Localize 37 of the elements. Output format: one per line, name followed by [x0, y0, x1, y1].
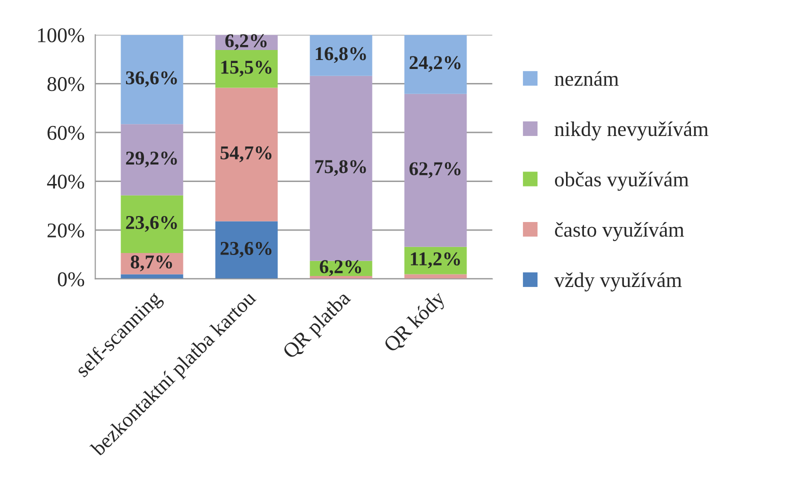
bar [120, 195, 184, 254]
data-label: 6,2% [225, 34, 267, 50]
data-label: 23,6% [220, 242, 272, 258]
data-label: 23,6% [126, 216, 177, 232]
legend-label: občas využívám [554, 172, 689, 191]
y-tick-label: 60% [48, 126, 84, 140]
bar [215, 221, 278, 279]
data-label: 11,2% [410, 252, 460, 268]
legend-label: neznám [554, 71, 619, 86]
data-label: 36,6% [126, 71, 177, 88]
y-tick-label: 80% [47, 77, 84, 92]
data-label: 62,7% [409, 162, 460, 178]
bar [120, 124, 184, 196]
data-label: 15,5% [221, 60, 272, 77]
y-tick-label: 100% [38, 28, 84, 42]
bar [120, 274, 184, 279]
legend-label: nikdy nevyužívám [554, 121, 708, 140]
data-label: 54,7% [220, 146, 272, 162]
data-label: 29,2% [126, 152, 177, 168]
data-label: 8,7% [130, 255, 172, 272]
bar [310, 76, 372, 261]
bar [404, 34, 467, 94]
bar [215, 50, 278, 88]
data-label: 24,2% [410, 56, 460, 72]
bar [310, 34, 372, 76]
bar [404, 94, 467, 247]
y-tick-label: 20% [48, 223, 84, 238]
legend-label: často využívám [554, 222, 684, 242]
data-label: 75,8% [315, 160, 366, 176]
y-tick-label: 0% [58, 272, 84, 286]
legend-label: vždy využívám [554, 272, 682, 292]
y-tick-label: 40% [47, 174, 84, 189]
bar [215, 88, 278, 222]
bar [404, 274, 467, 279]
bar [120, 34, 184, 124]
data-label: 6,2% [320, 260, 362, 276]
data-label: 16,8% [316, 47, 366, 64]
